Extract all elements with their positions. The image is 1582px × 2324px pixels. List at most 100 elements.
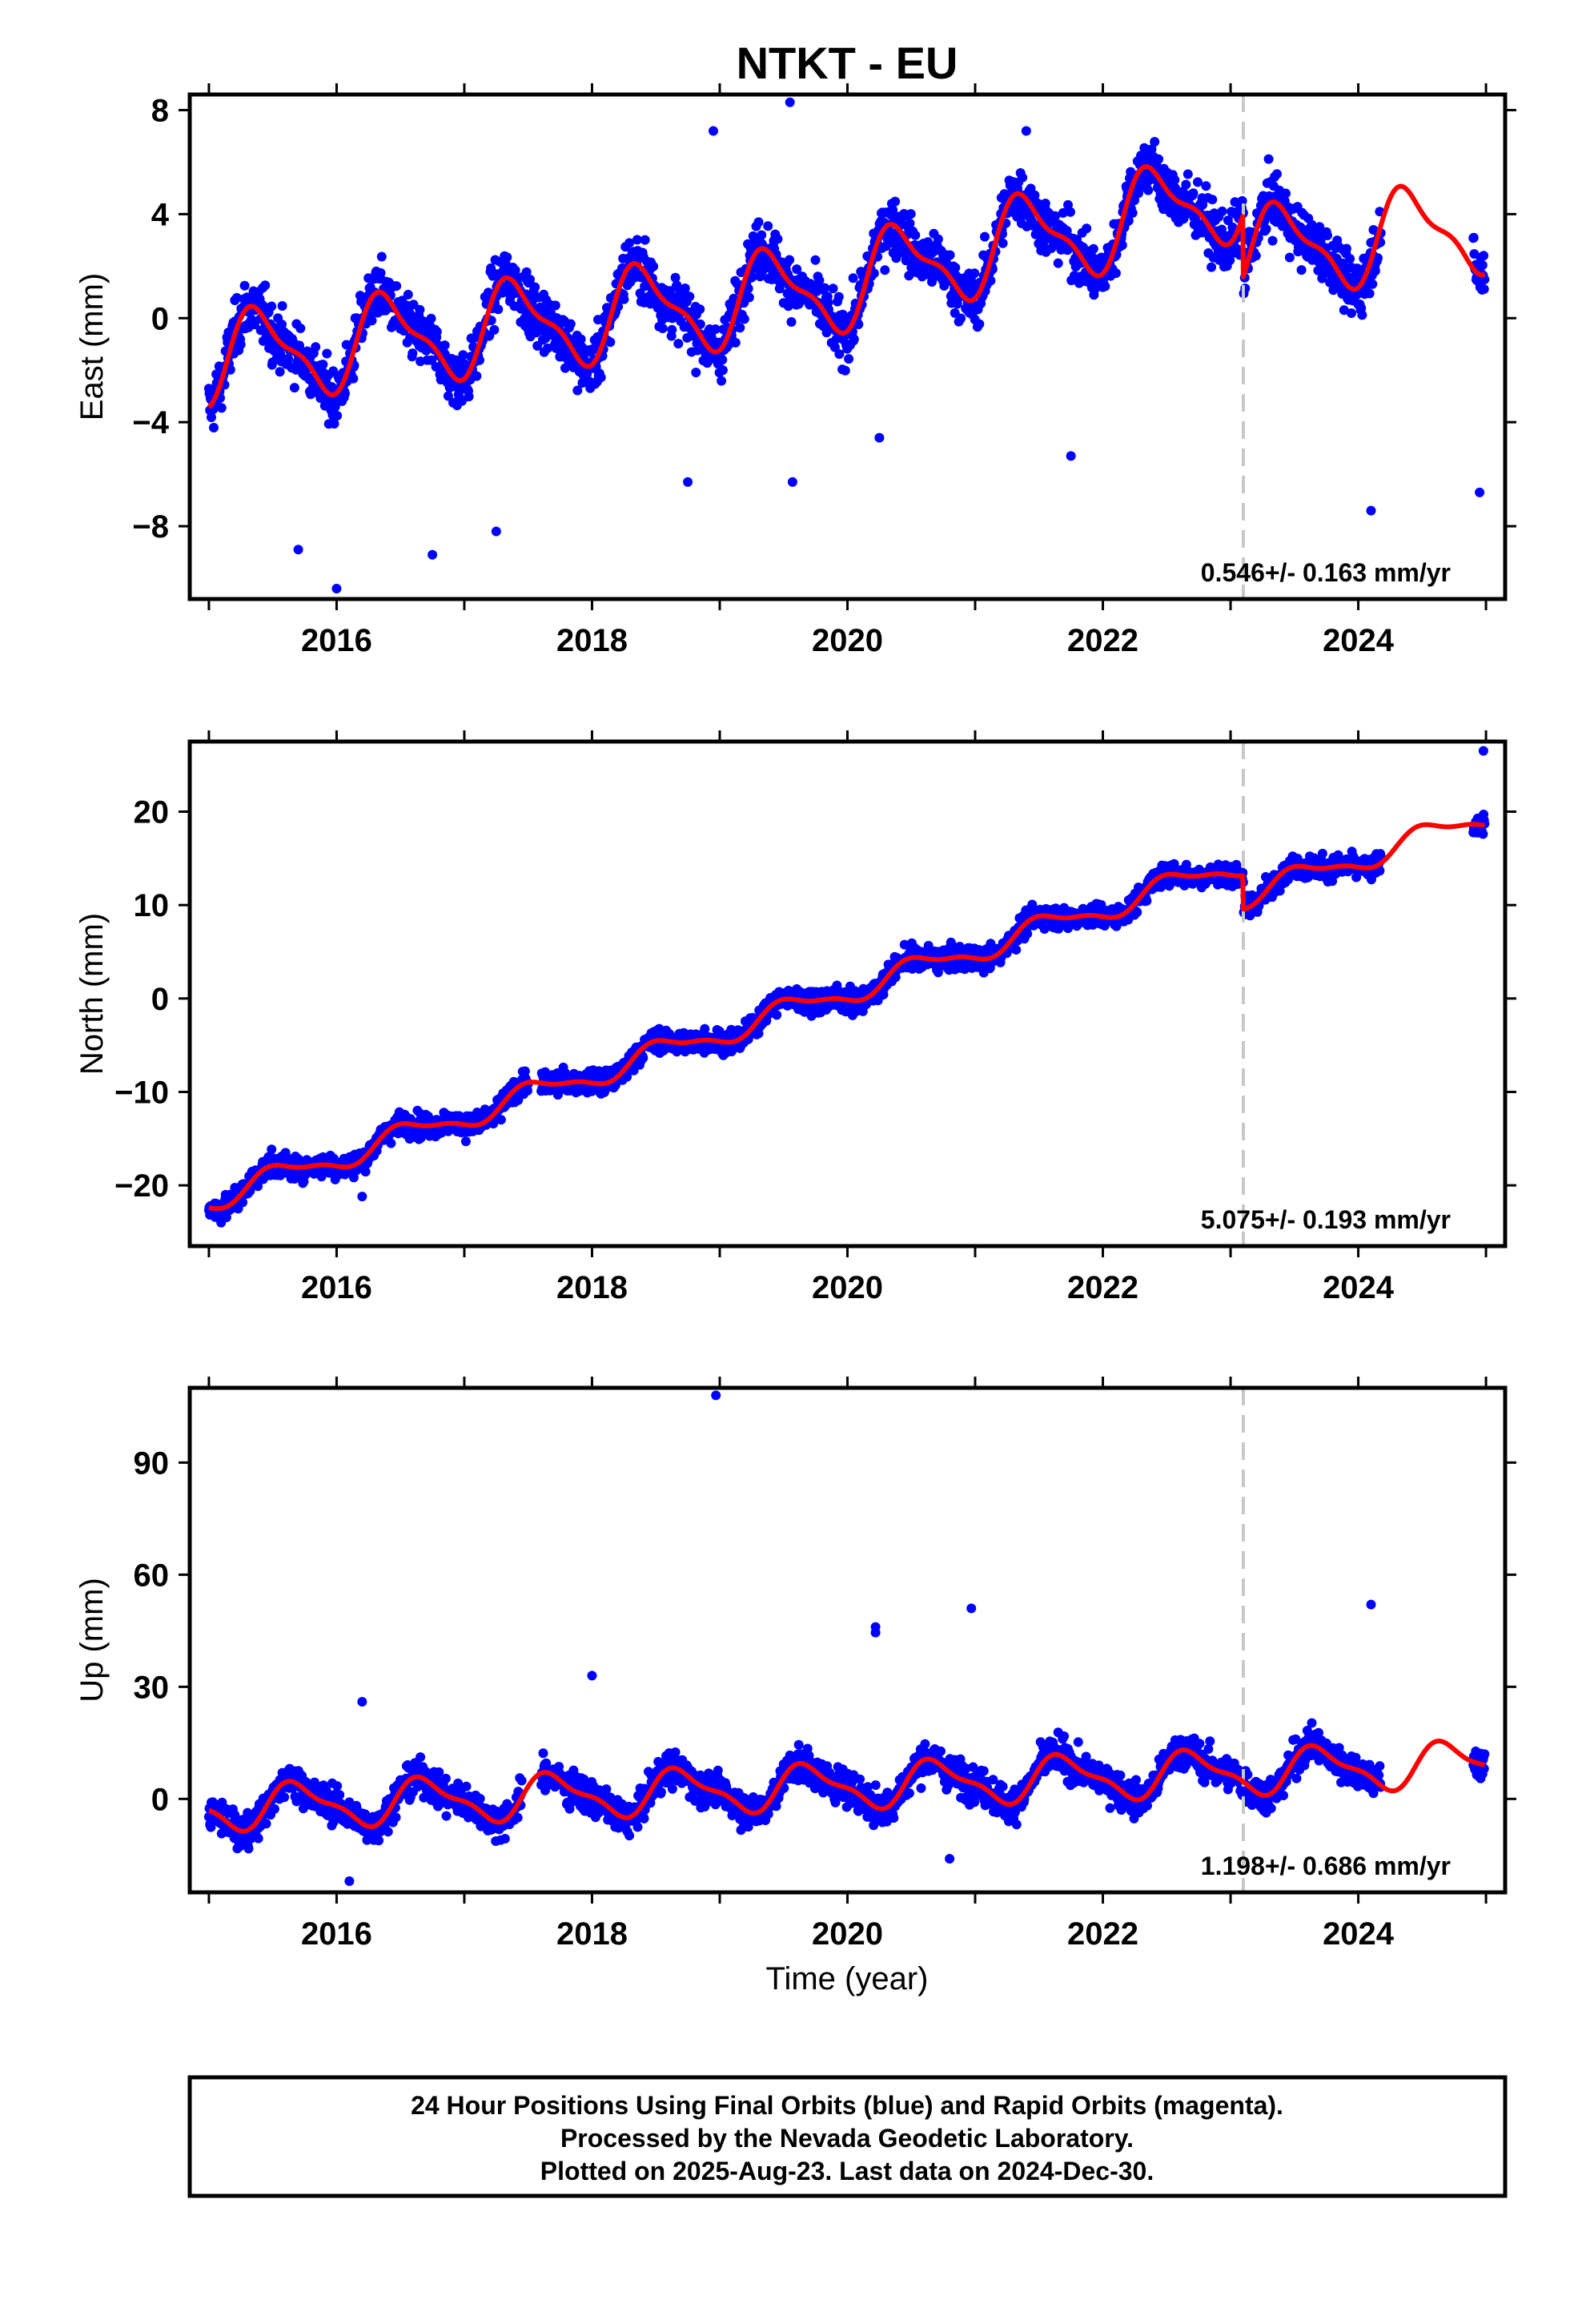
data-point — [267, 301, 277, 312]
data-point — [1117, 240, 1127, 251]
data-point — [1281, 188, 1291, 199]
data-point — [330, 402, 340, 412]
data-point — [1267, 235, 1278, 246]
outlier-point — [1475, 487, 1485, 497]
data-point — [311, 342, 321, 352]
data-point — [730, 337, 741, 348]
data-point — [318, 360, 328, 370]
data-point — [1317, 848, 1327, 858]
data-point — [834, 349, 845, 360]
data-point — [747, 271, 757, 282]
x-tick-label: 2022 — [1067, 1270, 1138, 1305]
data-point — [923, 237, 934, 247]
data-point — [814, 275, 825, 286]
data-point — [792, 264, 802, 275]
data-point — [1150, 137, 1160, 147]
data-point — [289, 383, 299, 393]
data-point — [1182, 169, 1193, 179]
data-point — [275, 367, 285, 377]
data-point — [457, 396, 467, 406]
data-point — [376, 251, 387, 262]
data-point — [710, 324, 721, 334]
up-plot-area — [203, 1388, 1490, 1892]
data-point — [209, 423, 219, 432]
north-model-curve — [207, 822, 1487, 1212]
x-tick-label: 2022 — [1067, 623, 1138, 658]
data-point — [295, 324, 306, 333]
data-point — [933, 234, 943, 244]
data-point — [1030, 190, 1040, 200]
data-point — [980, 231, 990, 242]
data-point — [1478, 829, 1488, 839]
data-point — [673, 339, 684, 349]
data-point — [489, 324, 500, 335]
data-point — [367, 316, 377, 326]
data-point — [910, 230, 921, 240]
data-point — [1263, 154, 1274, 164]
data-point — [301, 366, 311, 376]
data-point — [332, 411, 343, 421]
data-point — [640, 235, 650, 245]
data-point — [348, 373, 359, 384]
data-point — [657, 324, 668, 333]
data-point — [260, 280, 271, 291]
data-point — [403, 289, 413, 300]
y-tick-label: −8 — [132, 509, 169, 545]
data-point — [896, 218, 906, 227]
data-point — [1479, 284, 1489, 294]
outlier-point — [1366, 505, 1376, 516]
data-point — [717, 355, 728, 365]
data-point — [1082, 223, 1092, 234]
outlier-point — [874, 432, 885, 443]
x-tick-label: 2018 — [556, 1270, 628, 1305]
data-point — [472, 371, 482, 381]
data-point — [648, 261, 659, 271]
north-rate-label: 5.075+/- 0.193 mm/yr — [1201, 1205, 1451, 1234]
data-point — [1261, 224, 1271, 234]
data-point — [691, 368, 701, 378]
data-point — [869, 268, 879, 279]
y-tick-label: 0 — [151, 301, 169, 336]
data-point — [890, 196, 901, 207]
outlier-point — [331, 584, 342, 594]
data-point — [1370, 266, 1380, 276]
data-point — [464, 392, 474, 402]
data-point — [550, 300, 560, 311]
data-point — [901, 255, 911, 266]
x-tick-label: 2024 — [1323, 623, 1395, 658]
outlier-point — [709, 126, 719, 136]
data-point — [1230, 197, 1240, 207]
data-point — [283, 353, 293, 364]
data-point — [1207, 195, 1218, 205]
data-point — [510, 265, 520, 275]
data-point — [743, 283, 753, 294]
data-point — [1364, 288, 1375, 299]
data-point — [1201, 181, 1211, 191]
data-point — [375, 267, 386, 278]
data-point — [216, 403, 227, 413]
data-point — [1181, 179, 1191, 190]
outlier-point — [491, 526, 501, 537]
outlier-point — [293, 545, 303, 555]
data-point — [695, 304, 705, 315]
y-tick-label: −4 — [132, 405, 169, 440]
data-point — [998, 238, 1008, 248]
y-tick-label: 20 — [134, 795, 170, 830]
data-point — [440, 340, 450, 351]
outlier-point — [280, 1148, 291, 1158]
data-point — [502, 252, 512, 263]
data-point — [624, 238, 635, 248]
data-point — [560, 363, 570, 373]
data-point — [267, 1144, 277, 1155]
data-point — [950, 263, 961, 273]
data-point — [1078, 242, 1088, 252]
data-point — [408, 300, 419, 310]
data-point — [1018, 172, 1028, 183]
data-point — [763, 221, 773, 231]
outlier-point — [787, 476, 797, 487]
data-point — [460, 1136, 471, 1147]
data-point — [572, 385, 583, 396]
data-point — [739, 314, 749, 324]
